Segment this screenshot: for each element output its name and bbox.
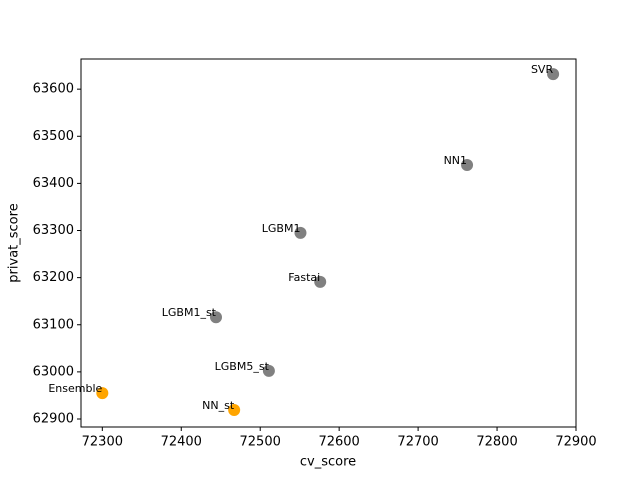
point-label: NN1 — [444, 154, 467, 167]
point-label: SVR — [531, 63, 554, 76]
y-tick-label: 62900 — [33, 411, 74, 426]
x-tick-label: 72800 — [476, 435, 517, 450]
point — [314, 275, 327, 288]
plot-frame — [80, 58, 577, 428]
x-axis-label: cv_score — [300, 455, 356, 470]
point-label: Fastai — [288, 271, 320, 284]
point-label: Ensemble — [48, 382, 102, 395]
y-tick-label: 63600 — [33, 82, 74, 97]
y-axis-label: privat_score — [7, 203, 22, 282]
point — [228, 404, 241, 417]
y-tick-label: 63000 — [33, 364, 74, 379]
x-tick-label: 72900 — [555, 435, 596, 450]
point-label: LGBM1 — [262, 222, 301, 235]
x-tick-label: 72700 — [397, 435, 438, 450]
x-tick-label: 72300 — [82, 435, 123, 450]
point-label: NN_st — [202, 399, 235, 412]
y-tick-label: 63100 — [33, 317, 74, 332]
y-tick-label: 63500 — [33, 129, 74, 144]
y-tick-label: 63200 — [33, 270, 74, 285]
point — [461, 159, 474, 172]
x-tick-label: 72400 — [161, 435, 202, 450]
y-tick-label: 63300 — [33, 223, 74, 238]
point-label: LGBM1_st — [162, 306, 217, 319]
x-tick-label: 72600 — [318, 435, 359, 450]
point — [210, 311, 222, 324]
y-tick-label: 63400 — [33, 176, 74, 191]
point — [96, 387, 109, 400]
point — [262, 364, 275, 377]
point — [294, 226, 307, 239]
x-tick-label: 72500 — [240, 435, 281, 450]
point-label: LGBM5_st — [215, 360, 270, 373]
point — [547, 68, 560, 81]
